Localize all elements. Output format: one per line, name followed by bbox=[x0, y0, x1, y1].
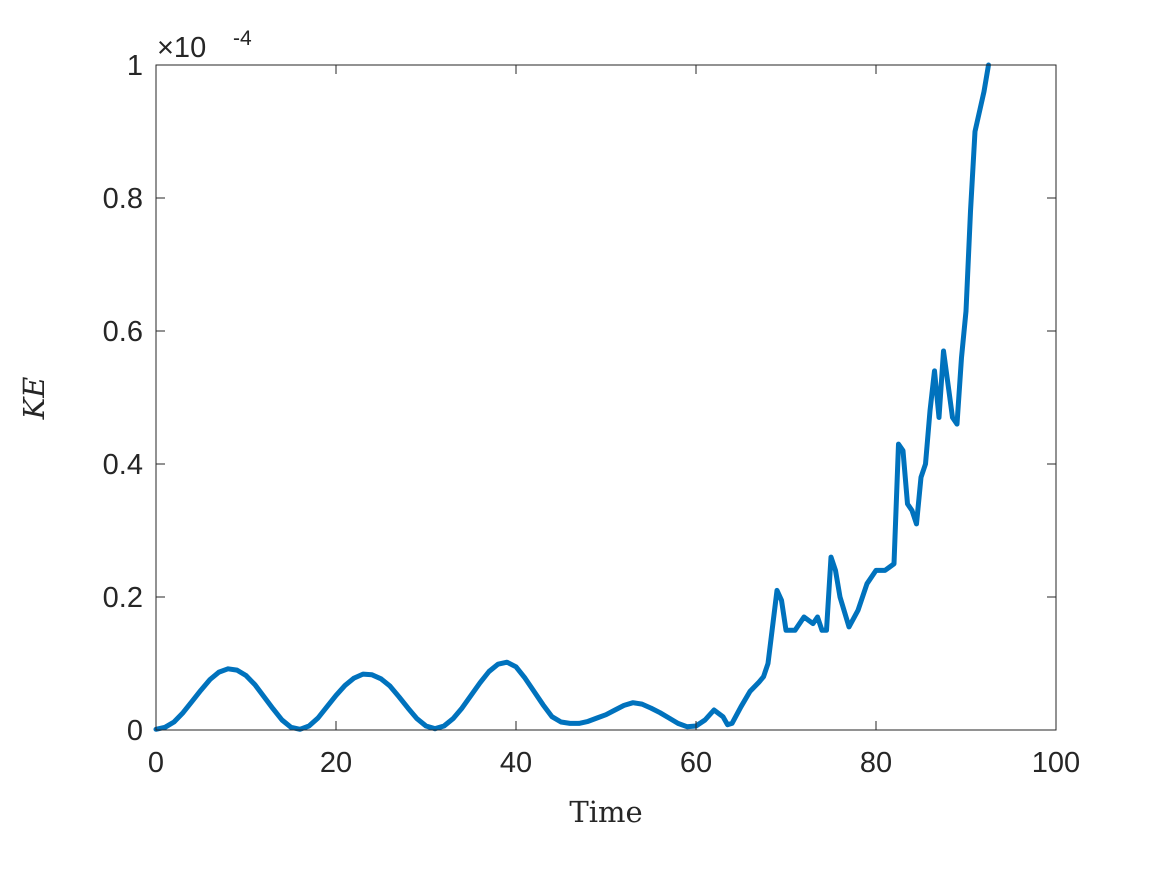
y-multiplier-label: ×10 -4 bbox=[157, 27, 252, 64]
y-tick-label: 0.6 bbox=[103, 316, 143, 348]
y-multiplier-base: ×10 bbox=[157, 32, 206, 64]
y-tick-label: 0 bbox=[127, 715, 143, 747]
y-axis-label: KE bbox=[17, 377, 51, 421]
x-tick-label: 80 bbox=[860, 747, 892, 779]
series-line-1 bbox=[153, 62, 991, 732]
y-multiplier-exponent: -4 bbox=[233, 27, 252, 50]
y-tick-label: 0.4 bbox=[103, 449, 143, 481]
x-axis-label: Time bbox=[569, 795, 642, 829]
x-tick-label: 20 bbox=[320, 747, 352, 779]
y-tick-label: 1 bbox=[127, 50, 143, 82]
x-tick-label: 40 bbox=[500, 747, 532, 779]
y-tick-label: 0.2 bbox=[103, 582, 143, 614]
plot-area bbox=[153, 62, 991, 732]
axes: 0 20 40 60 80 100 0 0.2 0.4 0.6 0.8 1 bbox=[103, 50, 1081, 779]
x-tick-label: 100 bbox=[1032, 747, 1080, 779]
axes-box bbox=[155, 64, 1057, 731]
x-tick-label: 60 bbox=[680, 747, 712, 779]
y-tick-label: 0.8 bbox=[103, 183, 143, 215]
x-tick-label: 0 bbox=[148, 747, 164, 779]
